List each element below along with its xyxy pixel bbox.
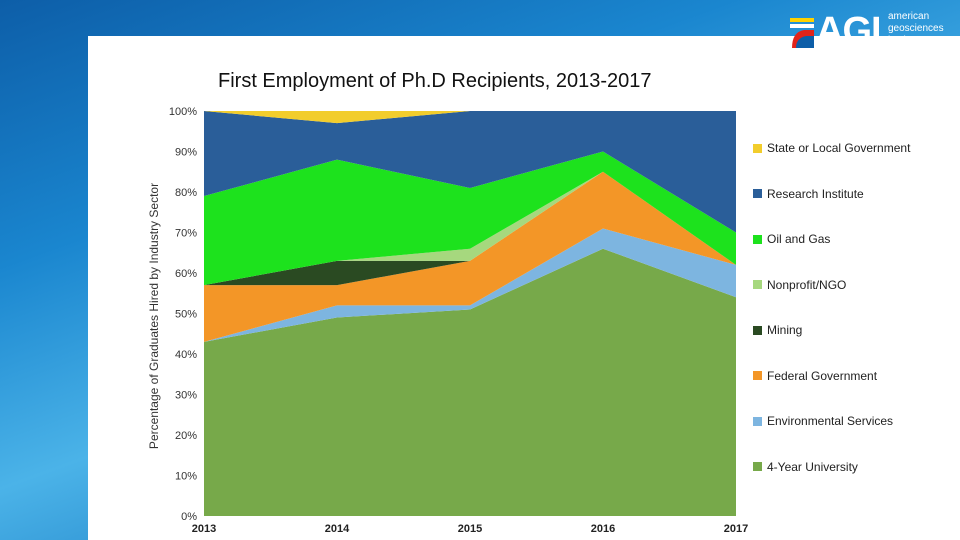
y-axis-ticks: 0% 10% 20% 30% 40% 50% 60% 70% 80% 90% 100%: [169, 106, 197, 523]
legend-label: Environmental Services: [767, 414, 894, 428]
y-tick-label: 30%: [175, 390, 197, 402]
x-tick-label: 2013: [192, 523, 216, 535]
y-tick-label: 0%: [181, 511, 197, 523]
area-4-year-university: [204, 248, 736, 516]
legend-item-environmental-services: Environmental Services: [753, 413, 893, 429]
legend-label: Nonprofit/NGO: [767, 277, 847, 292]
y-tick-label: 40%: [175, 349, 197, 361]
x-axis-ticks: 2013 2014 2015 2016 2017: [192, 523, 748, 535]
y-tick-label: 100%: [169, 106, 197, 118]
y-tick-label: 80%: [175, 187, 197, 199]
legend-swatch: [753, 371, 762, 380]
logo-word-3: institute: [888, 35, 923, 46]
area-federal-government: [204, 171, 736, 342]
y-tick-label: 10%: [175, 471, 197, 483]
legend-item-state-or-local-government: State or Local Government: [753, 140, 910, 156]
y-tick-label: 20%: [175, 430, 197, 442]
x-tick-label: 2014: [325, 523, 350, 535]
legend-item-4-year-university: 4-Year University: [753, 459, 858, 475]
y-tick-label: 60%: [175, 268, 197, 280]
logo-agi-text: AGI: [816, 10, 882, 52]
y-tick-label: 50%: [175, 309, 197, 321]
area-environmental-services: [204, 228, 736, 342]
x-tick-label: 2015: [458, 523, 482, 535]
legend-item-federal-government: Federal Government: [753, 368, 877, 384]
legend-swatch: [753, 189, 762, 198]
y-axis-label: Percentage of Graduates Hired by Industr…: [147, 183, 161, 449]
legend-label: Mining: [767, 323, 803, 337]
y-tick-label: 70%: [175, 228, 197, 240]
area-layers: [204, 111, 736, 516]
legend-item-mining: Mining: [753, 322, 802, 338]
legend-swatch: [753, 234, 762, 244]
y-tick-label: 90%: [175, 147, 197, 159]
legend-item-nonprofit-ngo: Nonprofit/NGO: [753, 277, 846, 293]
area-state-or-local-government: [204, 111, 736, 124]
agi-logo-mark: [790, 18, 814, 48]
x-tick-label: 2016: [591, 523, 615, 535]
area-research-institute: [204, 111, 736, 233]
area-oil-and-gas: [204, 151, 736, 286]
legend-swatch: [753, 416, 762, 426]
legend-item-oil-and-gas: Oil and Gas: [753, 231, 830, 247]
legend-swatch: [753, 462, 762, 471]
legend-label: 4-Year University: [767, 459, 858, 474]
legend-swatch: [753, 143, 762, 153]
legend-item-research-institute: Research Institute: [753, 186, 864, 202]
legend-label: State or Local Government: [767, 141, 911, 155]
legend-label: Oil and Gas: [767, 232, 831, 246]
logo-word-2: geosciences: [888, 23, 944, 34]
legend-swatch: [753, 280, 762, 289]
legend-swatch: [753, 325, 762, 335]
logo-word-1: american: [888, 11, 930, 22]
x-tick-label: 2017: [724, 523, 748, 535]
legend-label: Research Institute: [767, 186, 864, 201]
chart-title: First Employment of Ph.D Recipients, 201…: [218, 70, 652, 92]
legend-label: Federal Government: [767, 368, 878, 383]
logo-tagline: connecting earth, science, and people: [790, 56, 942, 66]
agi-logo: AGI american geosciences institute conne…: [788, 8, 953, 68]
